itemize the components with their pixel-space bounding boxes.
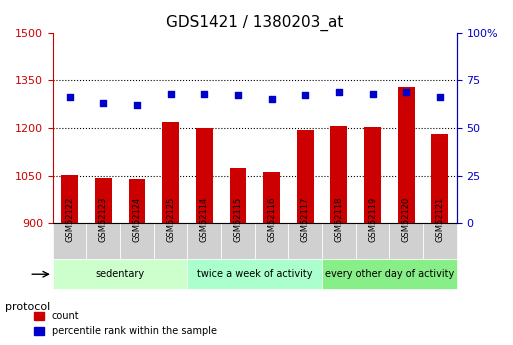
Point (200, 91, 208, 96)
FancyBboxPatch shape (187, 223, 221, 259)
Bar (330, 126, 347, 223)
Title: GDS1421 / 1380203_at: GDS1421 / 1380203_at (166, 15, 343, 31)
FancyBboxPatch shape (221, 223, 255, 259)
Bar (297, 130, 313, 223)
Text: GSM52120: GSM52120 (402, 196, 411, 241)
Bar (129, 179, 145, 223)
FancyBboxPatch shape (53, 223, 87, 259)
Point (301, 93, 309, 98)
Bar (61, 175, 78, 223)
FancyBboxPatch shape (322, 259, 457, 289)
Text: GSM52124: GSM52124 (132, 196, 142, 241)
FancyBboxPatch shape (288, 223, 322, 259)
Bar (364, 127, 381, 223)
FancyBboxPatch shape (187, 259, 322, 289)
Point (133, 102, 141, 108)
Text: protocol: protocol (5, 302, 50, 312)
Point (167, 91, 175, 96)
Bar (95, 178, 112, 223)
FancyBboxPatch shape (389, 223, 423, 259)
Legend: count, percentile rank within the sample: count, percentile rank within the sample (30, 307, 221, 340)
Text: GSM52114: GSM52114 (200, 196, 209, 241)
Bar (263, 172, 280, 223)
Point (402, 89, 410, 95)
FancyBboxPatch shape (120, 223, 154, 259)
Text: GSM52117: GSM52117 (301, 196, 310, 241)
Text: GSM52122: GSM52122 (65, 196, 74, 241)
FancyBboxPatch shape (423, 223, 457, 259)
FancyBboxPatch shape (356, 223, 389, 259)
Text: GSM52123: GSM52123 (99, 196, 108, 241)
Bar (162, 121, 179, 223)
Text: GSM52116: GSM52116 (267, 196, 276, 241)
Point (99, 100, 107, 106)
Text: GSM52119: GSM52119 (368, 196, 377, 241)
Text: sedentary: sedentary (95, 269, 145, 279)
FancyBboxPatch shape (322, 223, 356, 259)
FancyBboxPatch shape (255, 223, 288, 259)
Bar (398, 87, 415, 223)
Bar (196, 128, 213, 223)
Text: GSM52121: GSM52121 (436, 196, 444, 241)
Point (436, 95, 444, 100)
Point (267, 97, 275, 102)
Point (368, 91, 377, 96)
Point (335, 89, 343, 95)
Text: every other day of activity: every other day of activity (325, 269, 454, 279)
Text: twice a week of activity: twice a week of activity (197, 269, 312, 279)
Point (66, 95, 74, 100)
FancyBboxPatch shape (87, 223, 120, 259)
Text: GSM52115: GSM52115 (233, 196, 243, 241)
Point (234, 93, 242, 98)
FancyBboxPatch shape (154, 223, 187, 259)
Text: GSM52125: GSM52125 (166, 196, 175, 241)
Bar (431, 134, 448, 223)
Bar (229, 168, 246, 223)
Text: GSM52118: GSM52118 (334, 196, 343, 241)
FancyBboxPatch shape (53, 259, 187, 289)
